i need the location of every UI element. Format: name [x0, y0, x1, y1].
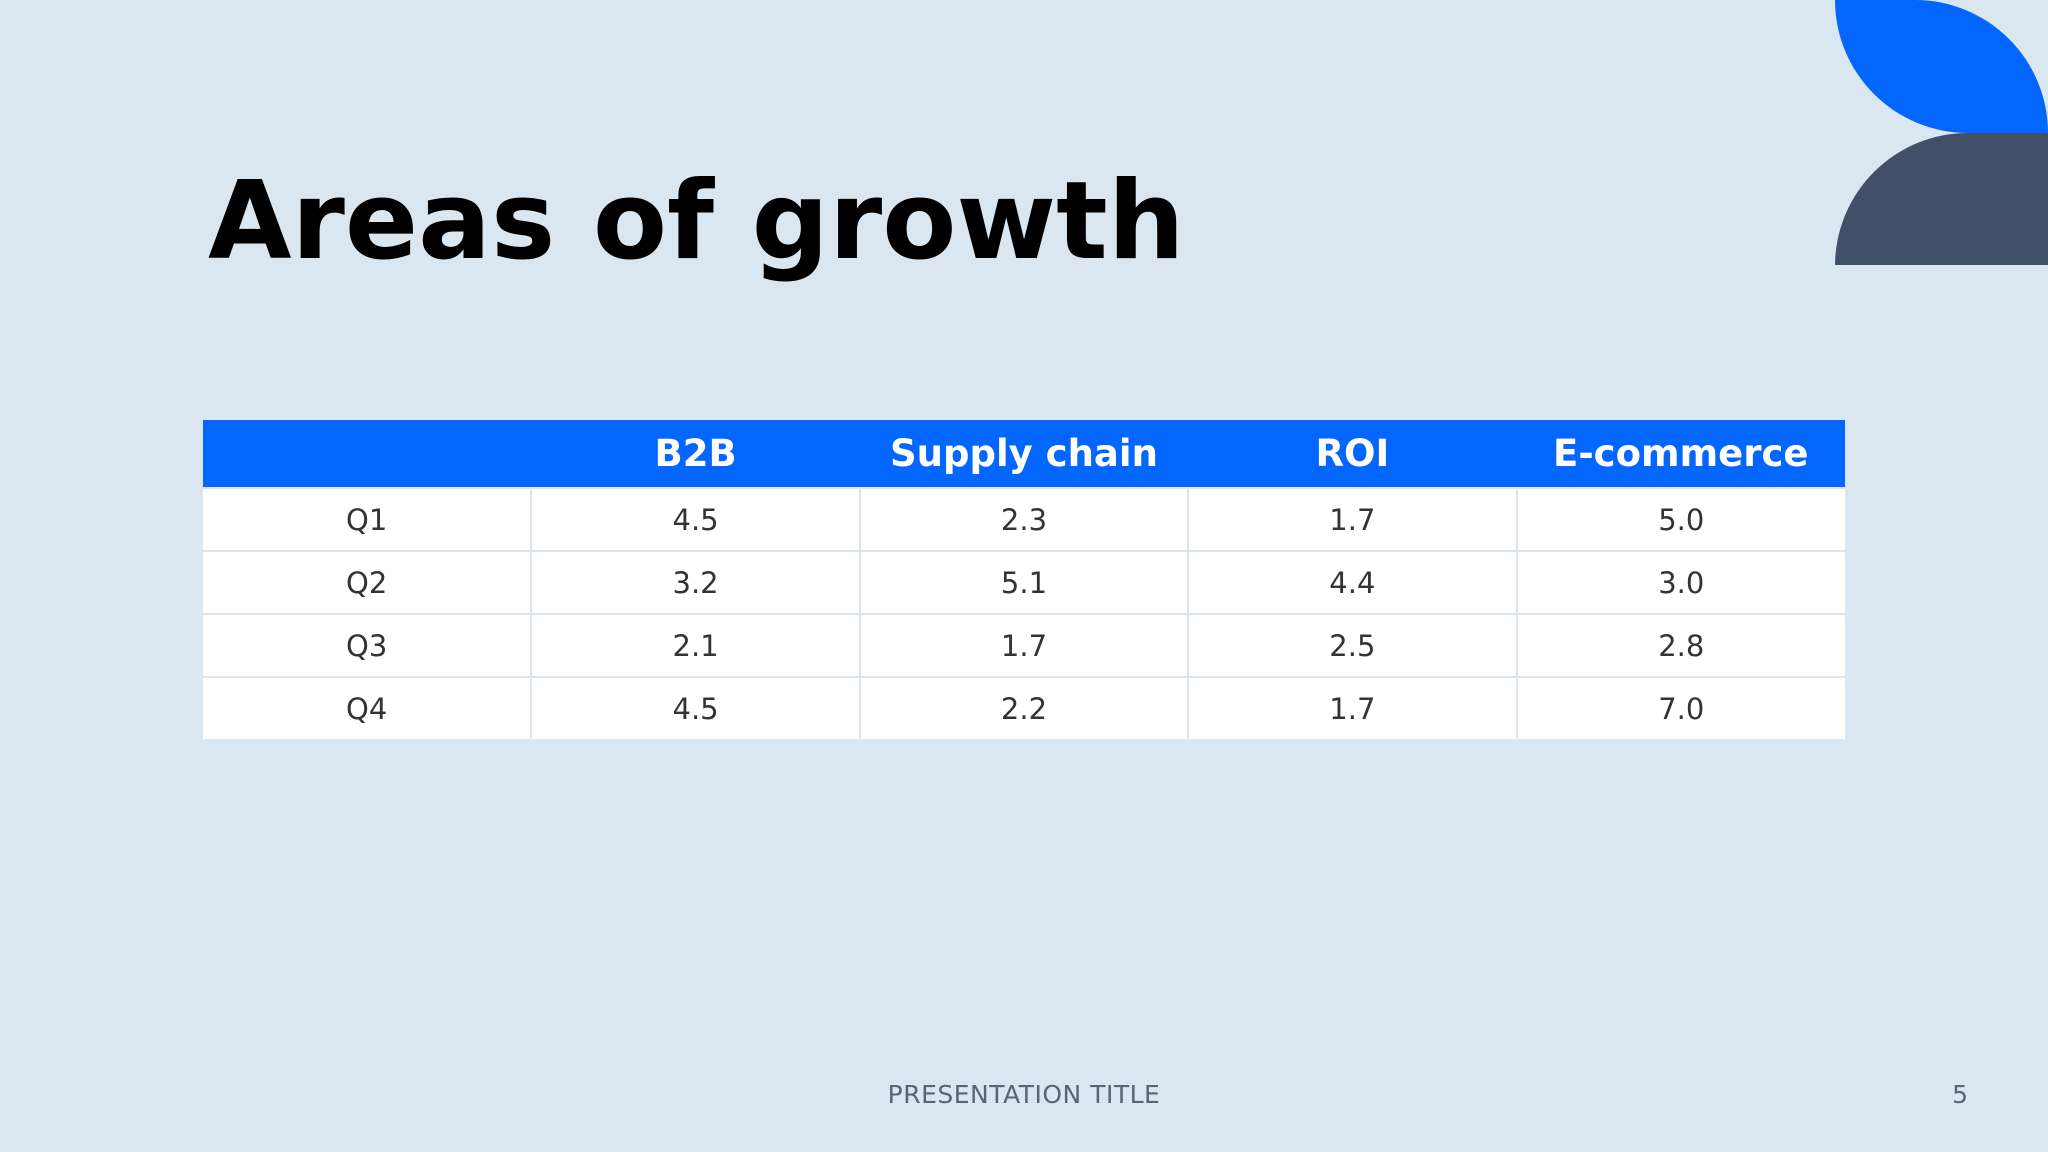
page-number: 5 — [1952, 1080, 1968, 1109]
table-cell: 5.1 — [858, 550, 1190, 615]
table-cell: 1.7 — [1187, 676, 1518, 739]
table-cell: 1.7 — [1187, 487, 1518, 552]
header-cell-roi: ROI — [1188, 420, 1517, 488]
table-row: Q4 4.5 2.2 1.7 7.0 — [203, 676, 1845, 739]
table-header-row: B2B Supply chain ROI E-commerce — [203, 420, 1845, 488]
table-cell: 2.3 — [858, 487, 1190, 552]
header-cell-supply-chain: Supply chain — [859, 420, 1189, 488]
row-label: Q2 — [203, 550, 533, 615]
table-cell: 7.0 — [1515, 676, 1845, 739]
table-cell: 2.2 — [858, 676, 1190, 739]
row-label: Q1 — [203, 487, 533, 552]
table-cell: 1.7 — [858, 613, 1190, 678]
table-row: Q1 4.5 2.3 1.7 5.0 — [203, 487, 1845, 552]
table-row: Q2 3.2 5.1 4.4 3.0 — [203, 550, 1845, 615]
slate-leaf-shape — [1835, 133, 2048, 265]
table-cell: 2.5 — [1187, 613, 1518, 678]
header-cell-empty — [203, 420, 532, 488]
table-cell: 2.8 — [1515, 613, 1845, 678]
row-label: Q4 — [203, 676, 533, 739]
table-cell: 3.2 — [530, 550, 861, 615]
table-row: Q3 2.1 1.7 2.5 2.8 — [203, 613, 1845, 678]
footer-presentation-title: PRESENTATION TITLE — [887, 1080, 1161, 1109]
slide-title: Areas of growth — [208, 159, 1185, 284]
header-cell-e-commerce: E-commerce — [1516, 420, 1845, 488]
table-cell: 5.0 — [1515, 487, 1845, 552]
table-cell: 2.1 — [530, 613, 861, 678]
growth-table: B2B Supply chain ROI E-commerce Q1 4.5 2… — [203, 420, 1845, 739]
header-cell-b2b: B2B — [531, 420, 860, 488]
table-cell: 4.5 — [530, 487, 861, 552]
table-cell: 3.0 — [1515, 550, 1845, 615]
table-cell: 4.4 — [1187, 550, 1518, 615]
decorative-shapes — [1835, 0, 2048, 265]
row-label: Q3 — [203, 613, 533, 678]
blue-leaf-shape — [1835, 0, 2048, 133]
table-cell: 4.5 — [530, 676, 861, 739]
